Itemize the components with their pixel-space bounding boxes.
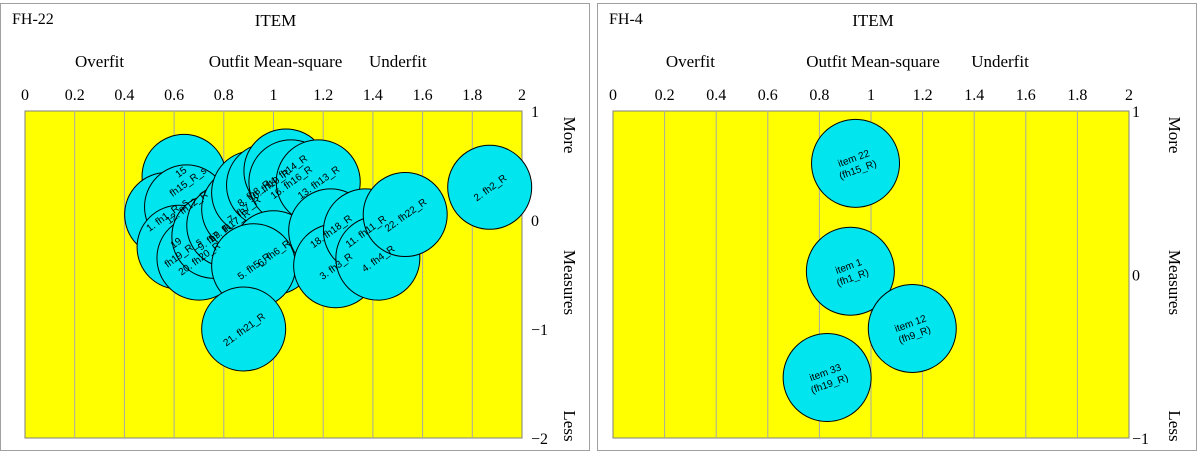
right-bubble-chart: FH-4 ITEM Outfit Mean-square Overfit Underfi… xyxy=(609,11,1184,448)
x-tick-label: 1.2 xyxy=(313,87,333,104)
bubble xyxy=(447,144,533,230)
x-tick-label: 0 xyxy=(609,87,617,104)
bubble xyxy=(805,226,895,316)
x-tick-label: 2 xyxy=(1125,87,1133,104)
y-top-label: More xyxy=(1165,117,1184,154)
x-tick-label: 1.4 xyxy=(363,87,383,104)
x-tick-label: 1.2 xyxy=(913,87,933,104)
y-axis-label: Measures xyxy=(560,250,579,315)
x-tick-label: 1.6 xyxy=(413,87,433,104)
y-tick-label: −1 xyxy=(1132,431,1149,448)
x-tick-label: 1.4 xyxy=(964,87,984,104)
x-tick-label: 0.8 xyxy=(809,87,829,104)
bubble xyxy=(782,333,872,423)
x-tick-label: 0.8 xyxy=(214,87,234,104)
x-tick-label: 0.6 xyxy=(164,87,184,104)
x-tick-label: 1.8 xyxy=(462,87,482,104)
y-tick-label: 1 xyxy=(531,104,539,121)
y-tick-label: 0 xyxy=(1132,268,1140,285)
x-axis-subtitle: Outfit Mean-square xyxy=(806,52,940,71)
left-chart-panel: FH-22 ITEM Outfit Mean-square Overfit Underf… xyxy=(0,0,593,454)
bubble xyxy=(811,118,901,208)
x-tick-label: 1.6 xyxy=(1016,87,1036,104)
x-tick-label: 0.4 xyxy=(114,87,134,104)
bubble xyxy=(201,286,287,372)
overfit-label: Overfit xyxy=(666,52,715,71)
right-chart-panel: FH-4 ITEM Outfit Mean-square Overfit Underfi… xyxy=(597,0,1197,454)
panel-divider xyxy=(593,0,597,454)
panel-title: FH-22 xyxy=(12,11,54,28)
x-tick-label: 1 xyxy=(270,87,278,104)
x-tick-label: 0.4 xyxy=(706,87,726,104)
left-chart-frame xyxy=(0,3,590,451)
y-bottom-label: Less xyxy=(560,410,579,441)
panel-title: FH-4 xyxy=(609,11,643,28)
x-tick-label: 0 xyxy=(21,87,29,104)
y-axis-label: Measures xyxy=(1165,250,1184,315)
bubble xyxy=(867,283,957,373)
chart-title: ITEM xyxy=(852,11,894,30)
x-axis-subtitle: Outfit Mean-square xyxy=(209,52,343,71)
bubble xyxy=(362,172,448,258)
x-tick-label: 2 xyxy=(518,87,526,104)
left-bubble-chart: FH-22 ITEM Outfit Mean-square Overfit Underf… xyxy=(12,11,579,448)
x-tick-label: 1.8 xyxy=(1067,87,1087,104)
chart-title: ITEM xyxy=(255,11,297,30)
y-top-label: More xyxy=(560,117,579,154)
y-tick-label: 0 xyxy=(531,213,539,230)
x-tick-label: 0.2 xyxy=(655,87,675,104)
x-tick-label: 1 xyxy=(867,87,875,104)
y-tick-label: −2 xyxy=(531,431,548,448)
x-tick-label: 0.2 xyxy=(65,87,85,104)
underfit-label: Underfit xyxy=(369,52,427,71)
underfit-label: Underfit xyxy=(971,52,1029,71)
y-tick-label: −1 xyxy=(531,322,548,339)
y-tick-label: 1 xyxy=(1132,104,1140,121)
y-bottom-label: Less xyxy=(1165,410,1184,441)
x-tick-label: 0.6 xyxy=(758,87,778,104)
overfit-label: Overfit xyxy=(75,52,124,71)
